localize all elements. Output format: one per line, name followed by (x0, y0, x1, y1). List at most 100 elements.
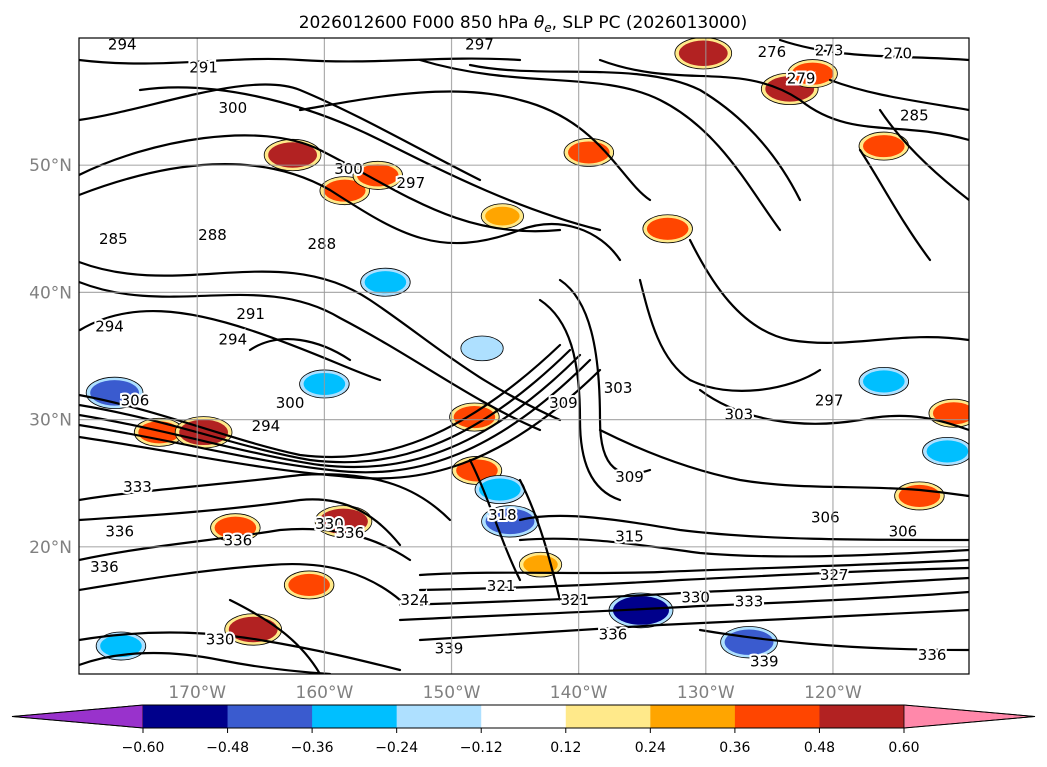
theta-e-contours (79, 38, 969, 674)
contour-value-label: 285 (900, 107, 929, 125)
chart-title: 2026012600 F000 850 hPa θe, SLP PC (2026… (299, 13, 748, 35)
slp-anomaly-core (464, 339, 500, 358)
colorbar-tick-labels: −0.60 −0.48 −0.36 −0.24 −0.12 0.12 0.24 0.36 0.4… (122, 728, 920, 756)
colorbar-segment (312, 705, 398, 728)
lon-tick-label: 150°W (423, 683, 481, 703)
colorbar-segment (565, 705, 651, 728)
lon-tick-label: 160°W (296, 683, 354, 703)
slp-anomaly-core (646, 217, 689, 240)
contour-value-label: 321 (487, 577, 516, 595)
contour-value-label: 270 (883, 44, 912, 62)
contour-value-label: 318 (488, 506, 517, 524)
contour-value-label: 285 (99, 230, 128, 248)
contour-value-label: 303 (725, 406, 754, 424)
colorbar-segment (734, 705, 820, 728)
contour-value-label: 336 (335, 524, 364, 542)
slp-anomaly-core (568, 141, 610, 164)
latitude-tick-labels: 20°N 30°N 40°N 50°N (29, 156, 72, 558)
slp-anomaly-core (456, 459, 498, 482)
slp-anomaly-layer (85, 38, 969, 661)
colorbar-extend-low (11, 704, 144, 729)
contour-value-label: 339 (435, 640, 464, 658)
contour-value-label: 300 (219, 99, 248, 117)
contour-value-label: 300 (334, 160, 363, 178)
colorbar-tick-label: 0.60 (888, 740, 919, 756)
slp-anomaly-core (214, 516, 257, 539)
map-frame (78, 37, 970, 675)
slp-anomaly-core (791, 62, 834, 85)
slp-anomaly-core (479, 478, 521, 501)
contour-value-label: 276 (758, 43, 787, 61)
slp-anomaly-core (319, 508, 368, 535)
contour-value-label: 294 (108, 35, 137, 53)
colorbar-tick-label: −0.60 (122, 740, 165, 756)
contour-value-label: 315 (615, 528, 644, 546)
colorbar-segment (650, 705, 736, 728)
contour-value-label: 294 (219, 330, 248, 348)
contour-value-label: 297 (397, 174, 426, 192)
contour-value-label: 309 (549, 394, 578, 412)
map-gridlines (79, 38, 969, 674)
contour-value-label: 330 (206, 631, 235, 649)
slp-anomaly-core (228, 616, 278, 643)
slp-anomaly-core (863, 135, 905, 158)
contour-value-label: 336 (105, 523, 134, 541)
colorbar-tick-label: −0.48 (206, 740, 249, 756)
contour-value-label: 294 (95, 318, 124, 336)
colorbar-segment (143, 705, 229, 728)
longitude-tick-labels: 170°W 160°W 150°W 140°W 130°W 120°W (168, 683, 862, 703)
contour-value-label: 291 (189, 58, 218, 76)
lat-tick-label: 20°N (29, 538, 72, 558)
lon-tick-label: 130°W (677, 683, 735, 703)
contour-value-label: 306 (811, 509, 840, 527)
slp-anomaly-core (364, 271, 407, 294)
lon-tick-label: 140°W (550, 683, 608, 703)
contour-value-label: 309 (615, 468, 644, 486)
slp-anomaly-core (612, 596, 669, 625)
contour-value-label: 279 (787, 70, 816, 88)
slp-anomaly-core (678, 40, 728, 66)
contour-value-label: 333 (735, 592, 764, 610)
colorbar-segment (396, 705, 482, 728)
contour-value-label: 324 (400, 591, 429, 609)
colorbar-tick-label: −0.12 (460, 740, 503, 756)
contour-value-label: 297 (815, 392, 844, 410)
contour-value-label: 321 (561, 591, 590, 609)
map-plot-area: 294 291 297 276 273 270 279 285 300 300 297 285 288 2… (79, 35, 969, 674)
colorbar-segment (481, 705, 567, 728)
contour-value-label: 294 (252, 417, 281, 435)
slp-anomaly-core (926, 440, 969, 463)
lon-tick-label: 120°W (804, 683, 862, 703)
slp-anomaly-core (268, 142, 317, 168)
colorbar-tick-label: 0.24 (635, 740, 666, 756)
contour-value-label: 288 (308, 235, 337, 253)
contour-value-label: 306 (121, 392, 150, 410)
lat-tick-label: 40°N (29, 283, 72, 303)
contour-value-label: 297 (465, 35, 494, 53)
colorbar (11, 704, 1036, 729)
contour-value-label: 327 (820, 566, 849, 584)
contour-value-label: 339 (750, 652, 779, 670)
slp-anomaly-core (356, 164, 399, 187)
contour-value-label: 336 (918, 646, 947, 664)
slp-anomaly-core (288, 573, 330, 597)
slp-anomaly-core (932, 402, 969, 425)
slp-anomaly-core (323, 179, 366, 202)
contour-value-label: 336 (224, 531, 253, 549)
contour-value-label: 300 (276, 394, 305, 412)
contour-value-label: 330 (315, 515, 344, 533)
contour-value-label: 333 (123, 478, 152, 496)
colorbar-tick-label: −0.24 (375, 740, 418, 756)
colorbar-segment (819, 705, 905, 728)
contour-value-label: 273 (815, 42, 844, 60)
colorbar-tick-label: 0.48 (804, 740, 835, 756)
contour-value-label: 306 (889, 523, 918, 541)
colorbar-tick-label: 0.36 (719, 740, 750, 756)
slp-anomaly-core (485, 206, 520, 226)
colorbar-tick-label: −0.36 (291, 740, 334, 756)
lon-tick-label: 170°W (168, 683, 226, 703)
contour-value-label: 336 (90, 558, 119, 576)
colorbar-segment (227, 705, 313, 728)
colorbar-tick-label: 0.12 (550, 740, 581, 756)
